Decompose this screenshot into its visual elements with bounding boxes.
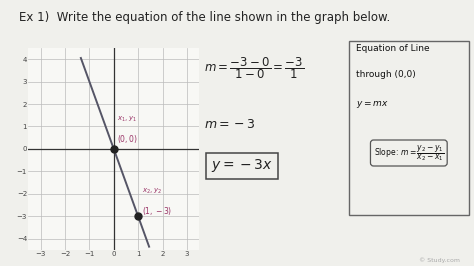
Text: $y = -3x$: $y = -3x$	[211, 157, 273, 174]
Text: $x_2, y_2$: $x_2, y_2$	[142, 187, 162, 196]
Text: $(0, 0)$: $(0, 0)$	[118, 133, 138, 145]
Text: $(1, -3)$: $(1, -3)$	[142, 205, 172, 217]
Text: © Study.com: © Study.com	[419, 258, 460, 263]
Text: Equation of Line: Equation of Line	[356, 44, 430, 53]
Text: $m = -3$: $m = -3$	[204, 118, 255, 131]
Text: $y = mx$: $y = mx$	[356, 99, 389, 110]
Text: Ex 1)  Write the equation of the line shown in the graph below.: Ex 1) Write the equation of the line sho…	[19, 11, 390, 24]
Text: Slope: $m = \dfrac{y_2 - y_1}{x_2 - x_1}$: Slope: $m = \dfrac{y_2 - y_1}{x_2 - x_1}…	[374, 143, 444, 163]
Text: through (0,0): through (0,0)	[356, 70, 416, 79]
FancyBboxPatch shape	[348, 41, 469, 214]
Point	[134, 214, 142, 218]
Text: $m = \dfrac{-3 - 0}{1 - 0} = \dfrac{-3}{1}$: $m = \dfrac{-3 - 0}{1 - 0} = \dfrac{-3}{…	[204, 55, 304, 81]
Point	[110, 147, 118, 151]
Text: $x_1, y_1$: $x_1, y_1$	[118, 115, 137, 124]
